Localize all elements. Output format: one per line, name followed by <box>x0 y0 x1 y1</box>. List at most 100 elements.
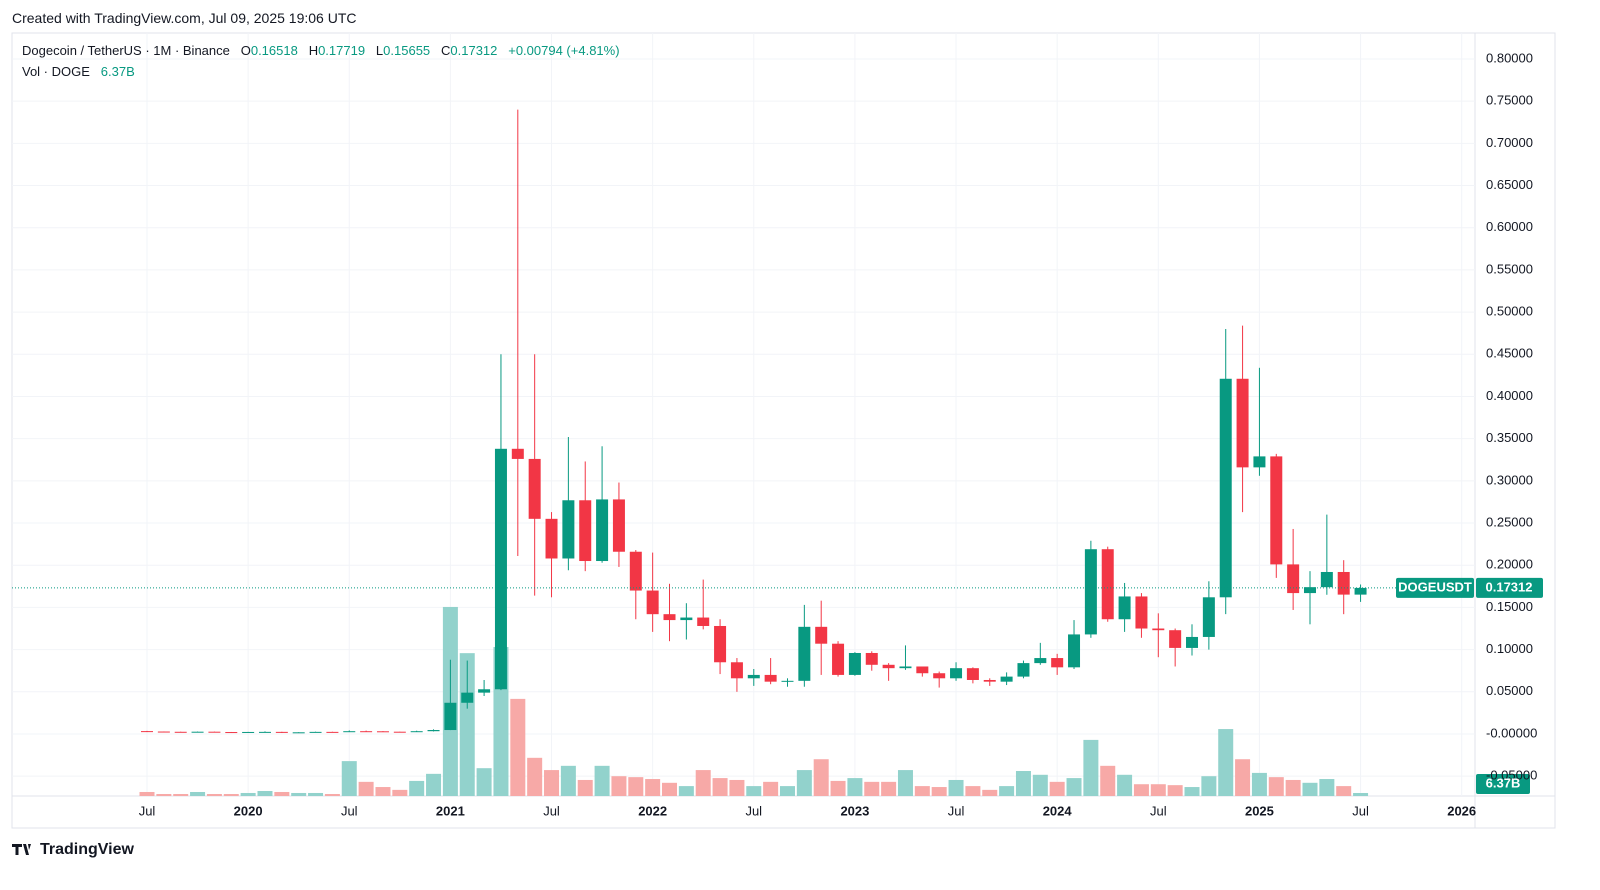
candle-body <box>174 731 187 733</box>
volume-bar <box>1302 782 1318 796</box>
volume-bar <box>341 761 357 796</box>
candle-body <box>393 731 406 733</box>
volume-bar <box>1066 778 1082 796</box>
candle-body <box>511 448 524 459</box>
candle-body <box>1017 663 1030 677</box>
x-tick-label: Jul <box>948 803 965 818</box>
legend-row: Dogecoin / TetherUS · 1M · Binance O0.16… <box>22 43 620 64</box>
candle-body <box>1270 456 1283 565</box>
volume-tag-label: 6.37B <box>1486 775 1521 790</box>
symbol-tag-label: DOGEUSDT <box>1398 579 1472 594</box>
volume-bar <box>240 792 256 796</box>
y-tick-label: 0.55000 <box>1486 261 1533 276</box>
volume-bar <box>982 789 998 796</box>
volume-bar <box>409 780 425 796</box>
candle-body <box>444 702 457 731</box>
volume-bar <box>796 770 812 796</box>
candle-body <box>461 692 474 703</box>
y-tick-label: 0.70000 <box>1486 135 1533 150</box>
candle-body <box>1084 549 1097 635</box>
ohlc-key: H <box>308 43 319 58</box>
candle-body <box>141 731 153 733</box>
legend: Dogecoin / TetherUS · 1M · Binance O0.16… <box>22 43 620 85</box>
x-tick-label: 2025 <box>1245 803 1274 818</box>
candle-body <box>427 730 440 732</box>
candle-body <box>747 674 760 679</box>
volume-bar <box>1319 779 1335 796</box>
candle-body <box>1101 549 1114 620</box>
volume-bar <box>223 794 239 796</box>
volume-bar <box>392 789 408 796</box>
volume-bar <box>358 781 374 796</box>
candle-body <box>1034 658 1047 664</box>
marks <box>12 109 1543 796</box>
volume-bar <box>1336 786 1352 796</box>
volume-bar <box>1032 774 1048 796</box>
volume-bar <box>560 765 576 796</box>
candle-body <box>1000 676 1013 682</box>
candle-body <box>410 731 423 733</box>
volume-bar <box>662 782 678 796</box>
x-tick-label: Jul <box>1150 803 1167 818</box>
x-tick-label: Jul <box>139 803 156 818</box>
volume-bar <box>763 781 779 796</box>
volume-bar <box>1184 787 1200 796</box>
y-tick-label: -0.00000 <box>1486 725 1537 740</box>
volume-bar <box>1150 784 1166 796</box>
y-tick-label: 0.30000 <box>1486 472 1533 487</box>
candle-body <box>1118 596 1131 620</box>
volume-bar <box>746 786 762 796</box>
y-tick-label: 0.40000 <box>1486 388 1533 403</box>
candle-body <box>579 500 592 562</box>
volume-bar <box>1285 779 1301 796</box>
y-tick-label: 0.25000 <box>1486 514 1533 529</box>
x-tick-label: Jul <box>745 803 762 818</box>
volume-bar <box>375 787 391 796</box>
candle-body <box>1236 378 1249 468</box>
candle-body <box>781 680 794 682</box>
ohlc-value: 0.17312 <box>450 43 498 58</box>
y-tick-label: 0.05000 <box>1486 683 1533 698</box>
volume-bar <box>527 757 543 796</box>
candle-body <box>1219 378 1232 598</box>
candle-body <box>680 617 693 621</box>
candle-body <box>714 625 727 663</box>
pane-border <box>11 32 1556 829</box>
y-tick-label: 0.15000 <box>1486 599 1533 614</box>
x-tick-label: 2026 <box>1447 803 1476 818</box>
y-tick-label: 0.65000 <box>1486 177 1533 192</box>
candle-body <box>494 448 507 690</box>
volume-bar <box>1117 774 1133 796</box>
candle-body <box>562 500 575 559</box>
candle-body <box>208 731 221 733</box>
volume-bar <box>1133 784 1149 796</box>
candle-body <box>242 731 255 733</box>
candle-body <box>848 652 861 675</box>
legend-row: Vol · DOGE 6.37B <box>22 64 620 85</box>
volume-bar <box>645 779 661 796</box>
volume-bar <box>291 792 307 796</box>
candle-body <box>899 666 912 669</box>
volume-title: Vol · DOGE <box>22 64 90 79</box>
candle-body <box>1354 587 1367 595</box>
candle-body <box>882 664 895 669</box>
logo <box>12 844 31 855</box>
volume-bar <box>678 786 694 796</box>
labels: 0.80000 0.75000 0.70000 0.65000 0.60000 0.550… <box>139 50 1538 818</box>
candle-body <box>916 666 929 674</box>
candle-body <box>950 668 963 679</box>
ohlc-value: 0.15655 <box>383 43 431 58</box>
symbol-tag <box>1396 577 1474 598</box>
volume-bar <box>897 770 913 796</box>
volume-bar <box>190 791 206 796</box>
brand: TradingView <box>40 841 134 858</box>
y-tick-label: 0.35000 <box>1486 430 1533 445</box>
candle-body <box>309 731 322 733</box>
volume-bar <box>257 791 273 796</box>
volume-bar <box>1015 771 1031 796</box>
ohlc-value: 0.16518 <box>250 43 298 58</box>
candle-body <box>258 731 271 733</box>
volume-bar <box>139 791 155 796</box>
volume-bar <box>914 786 930 796</box>
